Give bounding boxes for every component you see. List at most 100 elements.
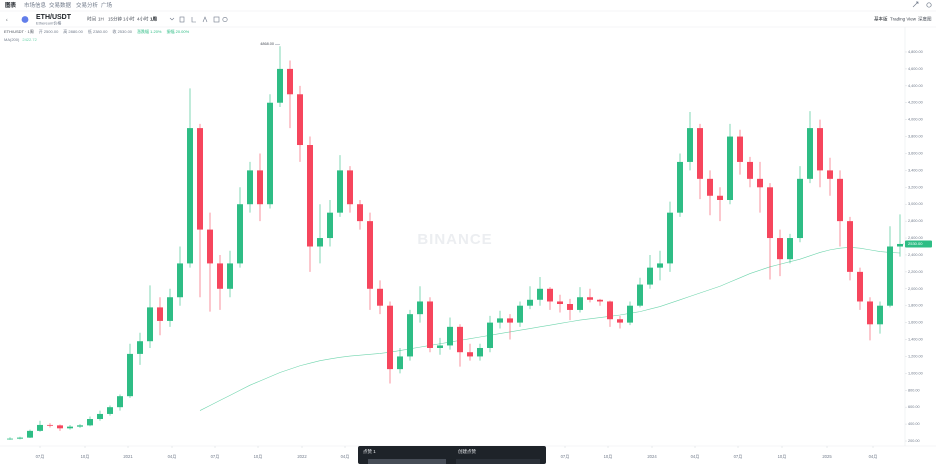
candle-body [807,128,813,179]
candle-body [357,204,363,222]
x-tick-label: 2022 [297,454,307,459]
candle-body [297,94,303,146]
y-tick-label: 4,600.00 [908,67,923,71]
y-tick-label: 2,600.00 [908,236,923,240]
y-tick-label: 200.00 [908,439,920,443]
candle-body [427,301,433,348]
y-tick-label: 3,200.00 [908,185,923,189]
candle-body [617,319,623,323]
interval[interactable]: 1小时 [123,16,135,23]
view-option[interactable]: 基本版 [874,16,888,23]
candle-body [887,246,893,306]
tool-icons[interactable] [169,16,228,23]
candle-body [747,161,753,179]
y-tick-label: 3,000.00 [908,202,923,206]
y-tick-label: 2,000.00 [908,287,923,291]
candle-body [337,170,343,213]
candle-body [497,318,503,323]
plot: 200.00 400.00 600.00 800.00 1,000.00 1,200.00… [7,42,932,460]
candle-body [87,419,93,426]
candle-body [157,307,163,321]
candle-body [27,430,33,438]
y-tick-label: 3,800.00 [908,135,923,139]
legend-item: ETH/USDT · 1周 [4,28,34,34]
candle-body [187,128,193,264]
last-price-label: 2530.00 [908,241,923,246]
tab[interactable]: 图表 [5,1,17,9]
candle-body [37,424,43,431]
candle-body [877,305,883,325]
x-tick-label: 07月 [734,454,743,460]
interval[interactable]: 4小时 [137,16,149,23]
candle-body [47,424,53,426]
last-price-tag [905,240,932,248]
candle-body [17,437,23,439]
candle-body [7,438,13,440]
candle-body [97,413,103,420]
candle-body [147,307,153,342]
x-tick-label: 07月 [561,454,570,460]
candle-body [397,356,403,370]
interval-active[interactable]: 1周 [150,16,158,23]
candle-body [847,221,853,272]
expand-icon[interactable] [912,1,919,8]
x-tick-label: 2021 [123,454,133,459]
x-tick-label: 07月 [36,454,45,460]
y-tick-label: 800.00 [908,388,920,392]
legend-item: 涨跌幅 1.20% [137,28,162,34]
candle-body [487,322,493,348]
y-tick-label: 4,200.00 [908,101,923,105]
candle-body [627,305,633,323]
popup-thumb [456,459,540,464]
candle-body [667,212,673,264]
y-tick-label: 1,600.00 [908,321,923,325]
x-tick-label: 04月 [869,454,878,460]
symbol[interactable]: ETH/USDT [36,14,72,21]
tab[interactable]: 市场信息 [24,1,47,9]
tab[interactable]: 交易分析 [76,1,99,9]
candle-body [107,407,113,414]
candle-body [407,314,413,357]
candle-body [547,288,553,302]
legend-ma-name: MA(200) [4,37,20,42]
candle-body [127,353,133,397]
ma-line [199,247,901,411]
interval[interactable]: 15分钟 [108,16,123,23]
y-tick-label: 2,800.00 [908,219,923,223]
legend-item: 振幅 20.00% [166,28,189,34]
candle-body [527,299,533,306]
candle-body [277,68,283,103]
candle-body [767,187,773,239]
popup[interactable]: 点赞 1 创建点赞 [358,446,546,464]
candle-body [707,178,713,196]
candle-body [737,136,743,162]
y-tick-label: 3,400.00 [908,168,923,172]
interval[interactable]: 1H [98,17,104,22]
candle-body [507,318,513,323]
tab[interactable]: 广场 [101,1,113,9]
y-tick-label: 400.00 [908,422,920,426]
candle-body [837,178,843,222]
view-option[interactable]: 深度图 [918,16,932,23]
tab[interactable]: 交易数据 [49,1,72,9]
back-arrow[interactable]: ‹ [6,17,8,23]
candle-body [117,396,123,408]
y-tick-label: 2,400.00 [908,253,923,257]
candle-body [757,178,763,188]
candle-body [177,263,183,298]
y-tick-label: 1,200.00 [908,354,923,358]
legend-item: 开 2500.00 [39,29,59,34]
candle-body [307,145,313,247]
view-option[interactable]: Trading View [890,17,917,22]
candle-body [77,425,83,427]
candle-body [317,238,323,247]
legend: ETH/USDT · 1周开 2500.00 高 2880.00 低 2380.00… [4,28,190,42]
candle-body [867,301,873,325]
interval[interactable]: 时间 [87,16,96,23]
y-tick-label: 600.00 [908,405,920,409]
candle-body [587,297,593,300]
settings-icon[interactable] [926,2,932,8]
candle-body [347,170,353,205]
legend-item: 收 2530.00 [112,28,132,34]
